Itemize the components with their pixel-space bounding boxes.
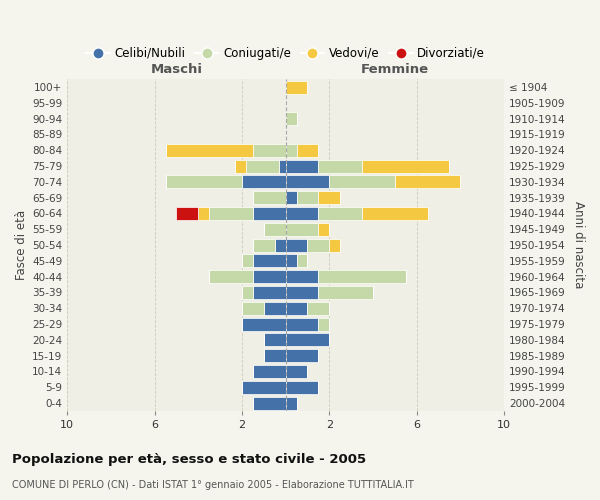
Bar xyxy=(253,144,286,156)
Bar xyxy=(296,144,319,156)
Bar xyxy=(242,286,253,299)
Bar xyxy=(286,318,319,330)
Bar xyxy=(296,191,319,204)
Text: Femmine: Femmine xyxy=(361,63,429,76)
Bar xyxy=(319,270,406,283)
Bar xyxy=(198,207,209,220)
Legend: Celibi/Nubili, Coniugati/e, Vedovi/e, Divorziati/e: Celibi/Nubili, Coniugati/e, Vedovi/e, Di… xyxy=(82,42,490,64)
Bar xyxy=(286,176,329,188)
Bar xyxy=(253,396,286,409)
Bar xyxy=(264,334,286,346)
Bar xyxy=(242,381,286,394)
Text: COMUNE DI PERLO (CN) - Dati ISTAT 1° gennaio 2005 - Elaborazione TUTTITALIA.IT: COMUNE DI PERLO (CN) - Dati ISTAT 1° gen… xyxy=(12,480,414,490)
Bar xyxy=(286,381,319,394)
Bar xyxy=(395,176,460,188)
Bar xyxy=(247,160,279,172)
Bar xyxy=(286,365,307,378)
Bar xyxy=(362,207,428,220)
Bar xyxy=(242,318,286,330)
Bar xyxy=(264,349,286,362)
Bar xyxy=(307,302,329,314)
Bar xyxy=(362,160,449,172)
Text: Popolazione per età, sesso e stato civile - 2005: Popolazione per età, sesso e stato civil… xyxy=(12,452,366,466)
Bar xyxy=(286,396,296,409)
Bar xyxy=(319,318,329,330)
Bar xyxy=(319,286,373,299)
Bar xyxy=(286,223,319,235)
Bar xyxy=(242,302,264,314)
Bar xyxy=(209,270,253,283)
Bar xyxy=(209,207,253,220)
Bar xyxy=(166,176,242,188)
Bar xyxy=(286,349,319,362)
Bar xyxy=(286,207,319,220)
Bar xyxy=(286,144,296,156)
Bar xyxy=(286,302,307,314)
Bar xyxy=(253,238,275,252)
Bar xyxy=(275,238,286,252)
Bar xyxy=(319,191,340,204)
Bar xyxy=(253,365,286,378)
Bar xyxy=(253,286,286,299)
Bar xyxy=(286,286,319,299)
Bar xyxy=(329,176,395,188)
Bar xyxy=(307,238,329,252)
Bar xyxy=(235,160,247,172)
Bar xyxy=(264,223,286,235)
Bar xyxy=(279,160,286,172)
Bar xyxy=(242,176,286,188)
Bar xyxy=(253,191,286,204)
Bar xyxy=(319,160,362,172)
Bar xyxy=(242,254,253,268)
Bar xyxy=(286,160,319,172)
Bar xyxy=(264,302,286,314)
Bar xyxy=(286,80,307,94)
Bar xyxy=(319,207,362,220)
Bar xyxy=(286,270,319,283)
Bar xyxy=(286,334,329,346)
Text: Maschi: Maschi xyxy=(151,63,202,76)
Bar xyxy=(176,207,198,220)
Bar xyxy=(286,238,307,252)
Bar xyxy=(286,112,296,125)
Bar xyxy=(253,207,286,220)
Bar xyxy=(329,238,340,252)
Bar xyxy=(253,270,286,283)
Bar xyxy=(286,254,296,268)
Y-axis label: Fasce di età: Fasce di età xyxy=(15,210,28,280)
Bar xyxy=(296,254,307,268)
Y-axis label: Anni di nascita: Anni di nascita xyxy=(572,202,585,288)
Bar xyxy=(286,191,296,204)
Bar xyxy=(166,144,253,156)
Bar xyxy=(253,254,286,268)
Bar xyxy=(319,223,329,235)
